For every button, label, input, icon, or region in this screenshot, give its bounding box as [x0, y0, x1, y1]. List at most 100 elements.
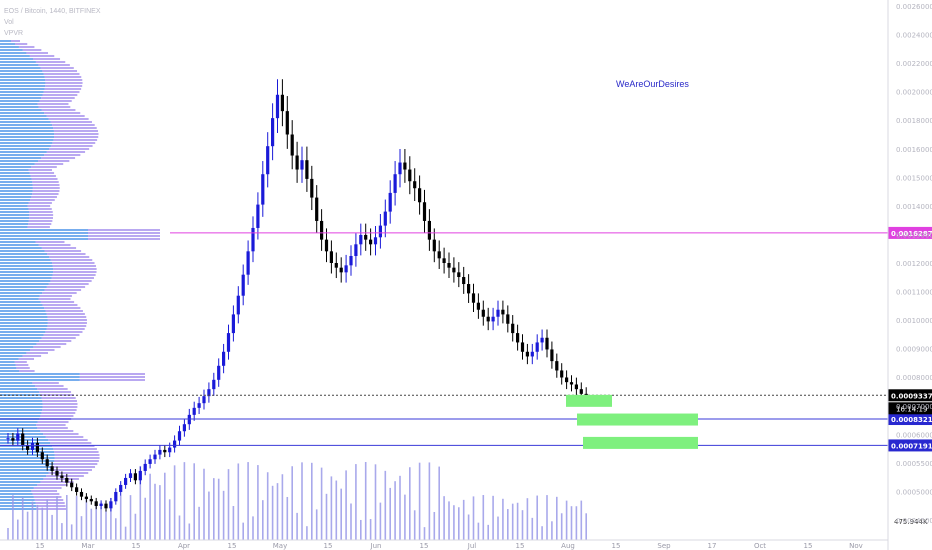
countdown-tag — [888, 402, 932, 415]
volume-bar — [227, 469, 230, 540]
vpvr-bar-up — [0, 499, 35, 501]
vpvr-bar-up — [0, 235, 88, 237]
volume-bar — [428, 462, 431, 540]
candle-body — [168, 447, 172, 453]
vpvr-bar-down — [53, 130, 99, 132]
x-tick-label: May — [273, 542, 287, 550]
volume-bar — [7, 528, 9, 540]
vpvr-bar-up — [0, 424, 37, 426]
vpvr-bar-up — [0, 256, 50, 258]
vpvr-bar-up — [0, 301, 41, 303]
volume-bar — [462, 499, 465, 540]
x-tick-label: 15 — [516, 542, 525, 550]
vpvr-bar-down — [36, 508, 67, 510]
vpvr-bar-down — [37, 427, 68, 429]
vpvr-bar-up — [0, 103, 38, 105]
vpvr-bar-down — [32, 382, 59, 384]
vpvr-bar-down — [46, 151, 86, 153]
x-tick-label: 15 — [36, 542, 45, 550]
vpvr-bar-up — [0, 289, 45, 291]
vpvr-bar-down — [53, 268, 97, 270]
vpvr-bar-up — [0, 184, 33, 186]
volume-bar — [178, 515, 181, 540]
volume-bar — [315, 509, 318, 540]
vpvr-bar-up — [0, 115, 47, 117]
candle-body — [26, 445, 30, 450]
vpvr-bar-down — [46, 313, 85, 315]
vpvr-bar-down — [42, 304, 78, 306]
vpvr-bar-up — [0, 343, 37, 345]
volume-bar — [198, 506, 200, 540]
vpvr-bar-up — [0, 91, 44, 93]
candle-body — [476, 302, 480, 310]
vpvr-bar-up — [0, 505, 37, 507]
vpvr-bar-up — [0, 355, 23, 357]
candle-body — [555, 361, 559, 371]
candle-body — [501, 309, 505, 315]
candle-body — [540, 337, 544, 343]
vpvr-bar-down — [30, 175, 56, 177]
symbol-label: EOS / Bitcoin, 1440, BITFINEX — [4, 8, 101, 15]
vpvr-bar-down — [34, 163, 64, 165]
candle-body — [55, 470, 59, 476]
volume-bar — [399, 475, 401, 540]
vpvr-bar-down — [29, 211, 53, 213]
candle-body — [334, 263, 338, 268]
vpvr-bar-down — [47, 319, 87, 321]
candle-body — [398, 162, 402, 175]
vpvr-bar-down — [31, 178, 58, 180]
vpvr-bar-down — [54, 451, 99, 453]
vpvr-bar-up — [0, 484, 38, 486]
vpvr-bar-down — [38, 64, 70, 66]
candle-body — [11, 438, 15, 441]
x-tick-label: 15 — [324, 542, 333, 550]
vpvr-bar-down — [41, 109, 76, 111]
vpvr-bar-up — [0, 217, 30, 219]
vpvr-bar-down — [42, 400, 77, 402]
candle-body — [364, 234, 368, 240]
volume-bar — [80, 516, 83, 540]
vpvr-bar-down — [38, 106, 71, 108]
vpvr-bar-down — [88, 235, 160, 237]
vpvr-bar-up — [0, 280, 51, 282]
vpvr-bar-down — [31, 166, 57, 168]
x-tick-label: Jul — [467, 542, 477, 550]
volume-bar — [21, 497, 24, 540]
candle-body — [491, 316, 495, 322]
vpvr-bar-down — [48, 118, 89, 120]
vpvr-bar-up — [0, 331, 46, 333]
candle-body — [516, 333, 520, 343]
candle-body — [60, 475, 64, 478]
vpvr-bar-down — [37, 388, 68, 390]
vpvr-bar-up — [0, 310, 46, 312]
vpvr-bar-up — [0, 415, 41, 417]
vpvr-bar-down — [18, 46, 35, 48]
vpvr-bar-up — [0, 304, 43, 306]
vpvr-label: VPVR — [4, 30, 24, 37]
candle-body — [109, 501, 113, 509]
candle-body — [104, 503, 108, 509]
candle-body — [290, 134, 294, 156]
vpvr-bar-down — [88, 238, 160, 240]
vpvr-bar-up — [0, 187, 33, 189]
x-tick-label: Aug — [561, 542, 575, 550]
vpvr-bar-up — [0, 454, 55, 456]
candle-body — [75, 487, 79, 492]
vpvr-bar-up — [0, 73, 44, 75]
vpvr-bar-down — [42, 94, 78, 96]
vpvr-bar-up — [0, 472, 49, 474]
vpvr-bar-down — [28, 202, 52, 204]
vpvr-bar-up — [0, 295, 40, 297]
candle-body — [432, 239, 436, 252]
vpvr-bar-down — [42, 409, 77, 411]
vpvr-bar-up — [0, 382, 33, 384]
candle-body — [241, 274, 245, 296]
vpvr-bar-up — [0, 496, 34, 498]
x-tick-label: Mar — [81, 542, 94, 550]
